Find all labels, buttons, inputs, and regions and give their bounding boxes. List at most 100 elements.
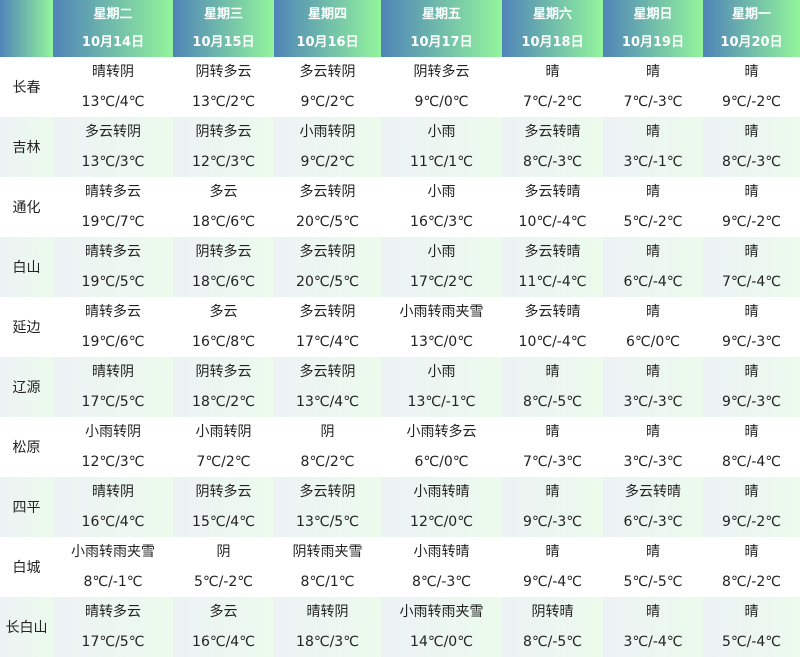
weather-condition: 阴转多云 xyxy=(195,244,252,260)
weather-condition: 晴 xyxy=(646,364,660,380)
forecast-cell: 多云转晴 10℃/-4℃ xyxy=(502,297,603,357)
temperature-range: 3℃/-3℃ xyxy=(623,394,683,410)
temperature-range: 6℃/-3℃ xyxy=(623,514,683,530)
temperature-range: 17℃/4℃ xyxy=(296,334,359,350)
weather-condition: 小雨 xyxy=(427,184,456,200)
forecast-cell: 多云转阴 13℃/4℃ xyxy=(274,357,381,417)
temperature-range: 3℃/-1℃ xyxy=(623,154,683,170)
temperature-range: 7℃/-3℃ xyxy=(522,454,583,470)
temperature-range: 16℃/4℃ xyxy=(81,514,145,530)
temperature-range: 17℃/5℃ xyxy=(81,394,145,410)
forecast-cell: 晴 9℃/-2℃ xyxy=(703,57,800,117)
header-row: 星期二 10月14日 星期三 10月15日 星期四 10月16日 星期五 10月17日 星期六 1… xyxy=(0,0,800,57)
weather-condition: 晴 xyxy=(646,124,660,140)
weather-condition: 晴 xyxy=(744,184,759,200)
temperature-range: 9℃/-4℃ xyxy=(522,574,583,590)
day-header-cell: 星期四 10月16日 xyxy=(274,0,381,57)
weather-condition: 晴 xyxy=(744,64,759,80)
forecast-cell: 小雨转雨夹雪 8℃/-1℃ xyxy=(53,537,173,597)
temperature-range: 9℃/2℃ xyxy=(300,94,355,110)
table-row: 长春 晴转阴 13℃/4℃ 阴转多云 13℃/2℃ 多云转阴 9℃/2℃ 阴转多云 9℃/0℃ 晴… xyxy=(0,57,800,117)
forecast-cell: 晴转阴 18℃/3℃ xyxy=(274,597,381,657)
table-row: 白城 小雨转雨夹雪 8℃/-1℃ 阴 5℃/-2℃ 阴转雨夹雪 8℃/1℃ 小雨转晴 8℃/-3… xyxy=(0,537,800,597)
forecast-cell: 晴 7℃/-3℃ xyxy=(502,417,603,477)
temperature-range: 16℃/4℃ xyxy=(192,634,255,650)
forecast-cell: 晴 8℃/-2℃ xyxy=(703,537,800,597)
forecast-cell: 晴 7℃/-4℃ xyxy=(703,237,800,297)
forecast-cell: 晴 3℃/-4℃ xyxy=(603,597,703,657)
forecast-cell: 小雨转晴 8℃/-3℃ xyxy=(381,537,502,597)
weather-condition: 晴 xyxy=(646,424,660,440)
temperature-range: 7℃/-3℃ xyxy=(623,94,683,110)
weather-condition: 阴 xyxy=(216,544,231,560)
table-row: 白山 晴转多云 19℃/5℃ 阴转多云 18℃/6℃ 多云转阴 20℃/5℃ 小雨 17℃/2℃… xyxy=(0,237,800,297)
forecast-cell: 晴 5℃/-2℃ xyxy=(603,177,703,237)
forecast-cell: 小雨 17℃/2℃ xyxy=(381,237,502,297)
weather-condition: 晴转阴 xyxy=(92,364,134,380)
temperature-range: 20℃/5℃ xyxy=(296,214,359,230)
forecast-cell: 多云 16℃/4℃ xyxy=(173,597,274,657)
forecast-cell: 多云转阴 20℃/5℃ xyxy=(274,237,381,297)
weather-condition: 多云转晴 xyxy=(524,184,581,200)
city-name: 通化 xyxy=(12,200,41,216)
weather-condition: 晴 xyxy=(744,544,759,560)
temperature-range: 13℃/-1℃ xyxy=(407,394,476,410)
temperature-range: 20℃/5℃ xyxy=(296,274,359,290)
weather-condition: 小雨 xyxy=(427,244,456,260)
temperature-range: 18℃/6℃ xyxy=(192,214,255,230)
table-row: 通化 晴转多云 19℃/7℃ 多云 18℃/6℃ 多云转阴 20℃/5℃ 小雨 16℃/3℃ 多云… xyxy=(0,177,800,237)
temperature-range: 8℃/-2℃ xyxy=(721,574,782,590)
forecast-cell: 多云转阴 13℃/3℃ xyxy=(53,117,173,177)
forecast-cell: 多云转阴 17℃/4℃ xyxy=(274,297,381,357)
temperature-range: 9℃/-2℃ xyxy=(721,514,782,530)
weather-condition: 阴转多云 xyxy=(413,64,470,80)
temperature-range: 8℃/-3℃ xyxy=(721,154,782,170)
temperature-range: 11℃/1℃ xyxy=(410,154,473,170)
weather-condition: 晴 xyxy=(545,544,560,560)
temperature-range: 18℃/3℃ xyxy=(296,634,359,650)
weather-condition: 晴 xyxy=(545,64,560,80)
temperature-range: 3℃/-4℃ xyxy=(623,634,683,650)
forecast-cell: 阴 5℃/-2℃ xyxy=(173,537,274,597)
temperature-range: 8℃/-1℃ xyxy=(83,574,143,590)
forecast-cell: 小雨转雨夹雪 14℃/0℃ xyxy=(381,597,502,657)
temperature-range: 10℃/-4℃ xyxy=(518,214,587,230)
city-name: 长白山 xyxy=(0,597,53,657)
temperature-range: 8℃/-4℃ xyxy=(721,454,782,470)
forecast-cell: 阴转多云 18℃/2℃ xyxy=(173,357,274,417)
weather-condition: 晴 xyxy=(545,484,560,500)
temperature-range: 13℃/2℃ xyxy=(192,94,255,110)
weather-condition: 小雨转晴 xyxy=(413,544,470,560)
day-header-cell: 星期五 10月17日 xyxy=(381,0,502,57)
weather-condition: 小雨 xyxy=(427,124,456,140)
temperature-range: 6℃/0℃ xyxy=(626,334,680,350)
temperature-range: 5℃/-5℃ xyxy=(623,574,683,590)
weather-condition: 阴转晴 xyxy=(531,604,574,620)
day-header-cell: 星期三 10月15日 xyxy=(173,0,274,57)
weather-condition: 阴转多云 xyxy=(195,124,252,140)
day-header-cell: 星期二 10月14日 xyxy=(53,0,173,57)
table-row: 长白山 晴转多云 17℃/5℃ 多云 16℃/4℃ 晴转阴 18℃/3℃ 小雨转雨夹雪 14℃/… xyxy=(0,597,800,657)
temperature-range: 7℃/-4℃ xyxy=(721,274,782,290)
forecast-cell: 多云 18℃/6℃ xyxy=(173,177,274,237)
corner-header-cell xyxy=(0,0,53,57)
city-name: 四平 xyxy=(0,477,53,537)
weather-condition: 多云 xyxy=(209,184,238,200)
forecast-cell: 多云转阴 9℃/2℃ xyxy=(274,57,381,117)
temperature-range: 15℃/4℃ xyxy=(192,514,255,530)
temperature-range: 14℃/0℃ xyxy=(410,634,473,650)
weather-condition: 多云转晴 xyxy=(524,304,581,320)
temperature-range: 5℃/-2℃ xyxy=(193,574,254,590)
weather-condition: 小雨转阴 xyxy=(299,124,356,140)
forecast-cell: 多云转阴 13℃/5℃ xyxy=(274,477,381,537)
weather-condition: 晴转阴 xyxy=(92,484,134,500)
temperature-range: 13℃/4℃ xyxy=(296,394,359,410)
temperature-range: 19℃/5℃ xyxy=(81,274,145,290)
forecast-cell: 小雨转阴 7℃/2℃ xyxy=(173,417,274,477)
temperature-range: 18℃/6℃ xyxy=(192,274,255,290)
weather-condition: 多云转阴 xyxy=(299,304,356,320)
forecast-cell: 小雨 11℃/1℃ xyxy=(381,117,502,177)
weather-condition: 多云转晴 xyxy=(625,484,681,500)
forecast-cell: 晴 7℃/-3℃ xyxy=(603,57,703,117)
forecast-cell: 小雨转阴 12℃/3℃ xyxy=(53,417,173,477)
